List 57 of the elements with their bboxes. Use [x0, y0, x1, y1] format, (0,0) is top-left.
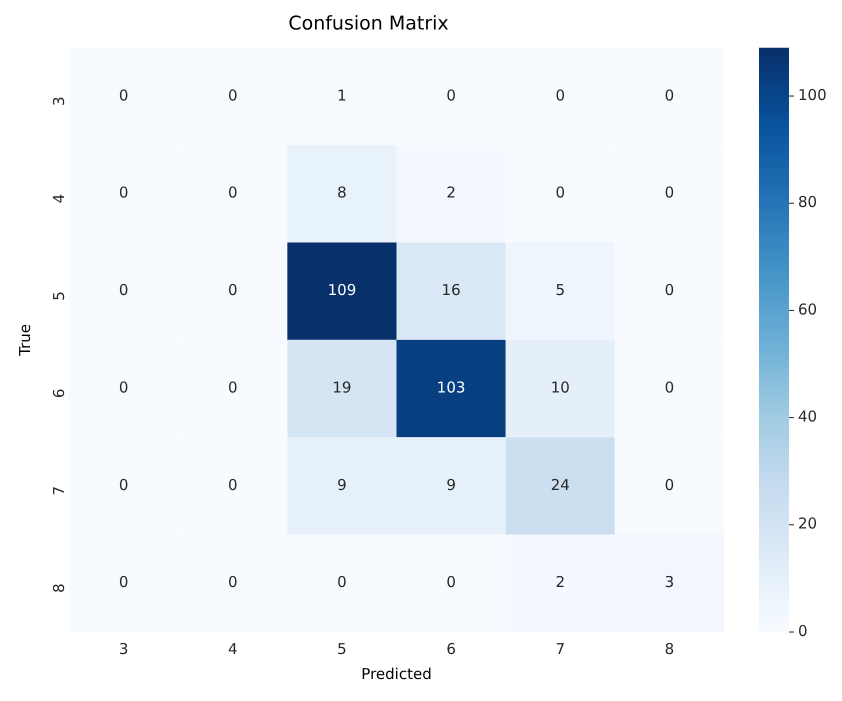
y-tick-label: 7	[50, 486, 68, 496]
x-tick-label: 5	[337, 640, 347, 658]
y-tick-label: 6	[50, 388, 68, 398]
data-label: 3	[664, 573, 674, 592]
y-tick-label: 5	[50, 291, 68, 301]
chart-title: Confusion Matrix	[288, 12, 449, 34]
data-label: 0	[337, 573, 347, 592]
data-label: 0	[228, 378, 238, 396]
color-bar-label: 80	[798, 193, 818, 212]
data-label: 9	[337, 476, 347, 494]
data-label: 0	[228, 281, 238, 300]
data-label: 9	[446, 476, 456, 494]
y-tick-label: 3	[50, 96, 68, 106]
x-tick-label: 4	[228, 640, 238, 658]
x-tick-label: 8	[664, 640, 674, 658]
data-label: 0	[228, 573, 238, 592]
y-axis-title: True	[16, 324, 34, 357]
data-label: 0	[228, 86, 238, 104]
data-label: 0	[664, 281, 674, 300]
data-label: 24	[550, 476, 570, 494]
data-label: 0	[118, 184, 128, 202]
data-label: 19	[332, 378, 352, 396]
data-label: 0	[228, 184, 238, 202]
data-label: 0	[118, 476, 128, 494]
data-label: 109	[328, 281, 356, 300]
data-label: 0	[664, 476, 674, 494]
data-label: 0	[118, 86, 128, 104]
data-label: 0	[118, 281, 128, 300]
data-label: 0	[555, 184, 566, 202]
data-label: 0	[118, 378, 128, 396]
y-tick-label: 8	[50, 583, 68, 593]
y-tick-label: 4	[50, 194, 68, 204]
data-label: 10	[550, 378, 570, 396]
data-label: 0	[228, 476, 238, 494]
color-bar-label: 100	[798, 86, 827, 104]
data-label: 103	[436, 378, 466, 396]
data-label: 0	[664, 378, 674, 396]
data-label: 5	[555, 281, 566, 300]
data-label: 2	[446, 184, 456, 202]
data-label: 0	[664, 86, 674, 104]
data-label: 16	[442, 281, 461, 300]
color-bar-label: 20	[798, 514, 818, 533]
color-bar-label: 40	[798, 408, 818, 426]
data-label: 0	[555, 86, 566, 104]
color-bar-label: 60	[798, 300, 818, 318]
data-label: 0	[664, 184, 674, 202]
data-label: 0	[446, 573, 456, 592]
data-label: 2	[555, 573, 566, 592]
data-label: 0	[118, 573, 128, 592]
color-bar-label: 0	[798, 622, 808, 640]
x-tick-label: 6	[446, 640, 456, 658]
data-label: 8	[337, 184, 347, 202]
x-axis-title: Predicted	[361, 664, 432, 683]
data-label: 1	[337, 86, 347, 104]
x-tick-label: 3	[118, 640, 128, 658]
data-label: 0	[446, 86, 456, 104]
x-tick-label: 7	[555, 640, 566, 658]
